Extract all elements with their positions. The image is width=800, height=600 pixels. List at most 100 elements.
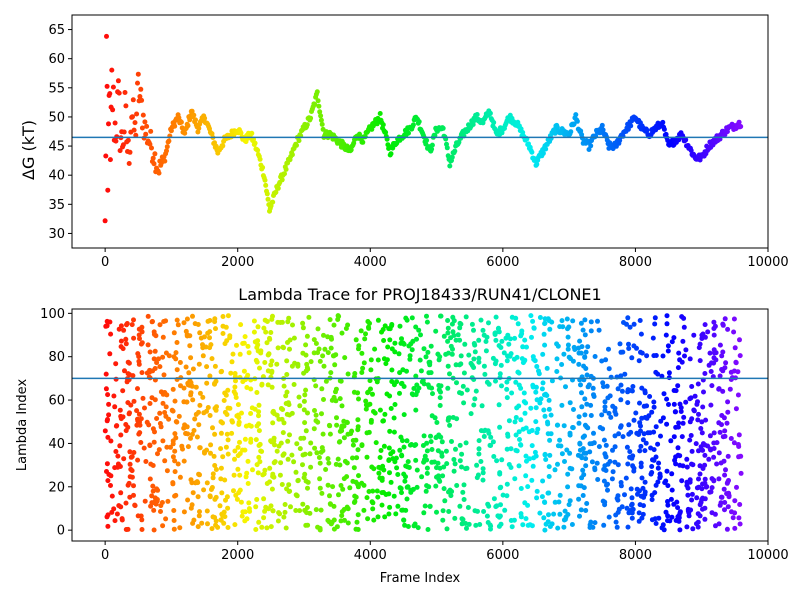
lambda-point [285,456,291,462]
lambda-point [355,417,361,423]
lambda-point [300,325,306,331]
lambda-point [469,321,475,327]
lambda-point [591,430,596,436]
lambda-point [113,361,119,367]
lambda-point [195,524,201,530]
lambda-point [494,503,500,509]
lambda-point [604,383,610,389]
lambda-point [627,324,633,330]
lambda-point [641,403,647,409]
lambda-point [722,507,727,513]
lambda-point [702,452,708,458]
lambda-point [543,457,549,462]
dg-point [123,103,129,109]
lambda-point [473,522,479,528]
dg-point [187,117,193,123]
lambda-point [642,448,648,454]
lambda-point [585,344,591,350]
dg-point [106,121,111,127]
lambda-point [547,452,553,458]
lambda-point [576,420,582,426]
lambda-point [328,345,334,351]
lambda-point [139,329,145,335]
lambda-point [619,388,625,394]
lambda-point [174,340,180,345]
lambda-point [204,480,210,486]
lambda-point [606,410,612,416]
lambda-point [278,406,284,411]
lambda-point [625,315,631,321]
lambda-point [542,320,548,326]
lambda-point [481,363,487,369]
lambda-point [172,448,178,454]
lambda-point [178,375,184,381]
lambda-point [161,319,167,324]
dg-point [182,130,188,136]
lambda-point [103,371,109,377]
lambda-point [702,476,708,482]
lambda-point [237,351,243,357]
lambda-point [485,520,491,525]
lambda-point [368,419,374,425]
lambda-point [612,433,618,439]
lambda-point [722,316,728,322]
lambda-point [387,504,393,510]
lambda-point [683,347,689,353]
lambda-point [125,359,131,365]
lambda-point [443,351,449,357]
lambda-point [131,398,137,404]
lambda-point [559,362,565,367]
lambda-point [596,444,602,450]
lambda-point [151,527,157,533]
lambda-point [483,339,489,344]
lambda-point [471,356,477,362]
lambda-point [405,459,411,465]
lambda-point [359,480,365,486]
lambda-point [658,433,663,439]
lambda-point [649,409,655,415]
lambda-point [261,325,267,331]
lambda-point [668,496,674,502]
lambda-point [712,511,718,517]
lambda-point [702,442,708,448]
lambda-point [576,414,582,420]
lambda-point [649,464,655,469]
dg-point [196,125,202,131]
lambda-point [599,412,605,418]
lambda-point [700,404,706,410]
lambda-point [153,333,159,339]
lambda-point [284,358,290,364]
lambda-point [379,477,385,483]
lambda-point [587,449,593,455]
lambda-point [737,521,743,527]
lambda-point [493,337,499,343]
lambda-point [440,473,446,479]
lambda-point [183,328,189,334]
lambda-point [678,409,684,414]
lambda-point [530,318,536,324]
lambda-point [626,341,631,347]
lambda-point [663,332,669,338]
lambda-point [256,443,262,448]
lambda-point [584,372,590,378]
lambda-point [388,479,394,485]
lambda-point [209,526,215,532]
lambda-point [491,496,497,502]
lambda-point [453,362,459,368]
dg-point [360,139,366,145]
lambda-point [542,452,548,458]
lambda-point [353,337,359,343]
lambda-point [209,356,215,362]
lambda-point [131,335,137,341]
lambda-point [557,437,563,443]
lambda-point [457,390,462,396]
lambda-point [234,342,239,348]
lambda-point [355,512,361,518]
lambda-point [198,335,204,341]
lambda-point [287,346,292,352]
lambda-point [596,327,602,333]
lambda-point [565,484,571,490]
lambda-point [618,424,623,430]
lambda-point [655,465,661,471]
